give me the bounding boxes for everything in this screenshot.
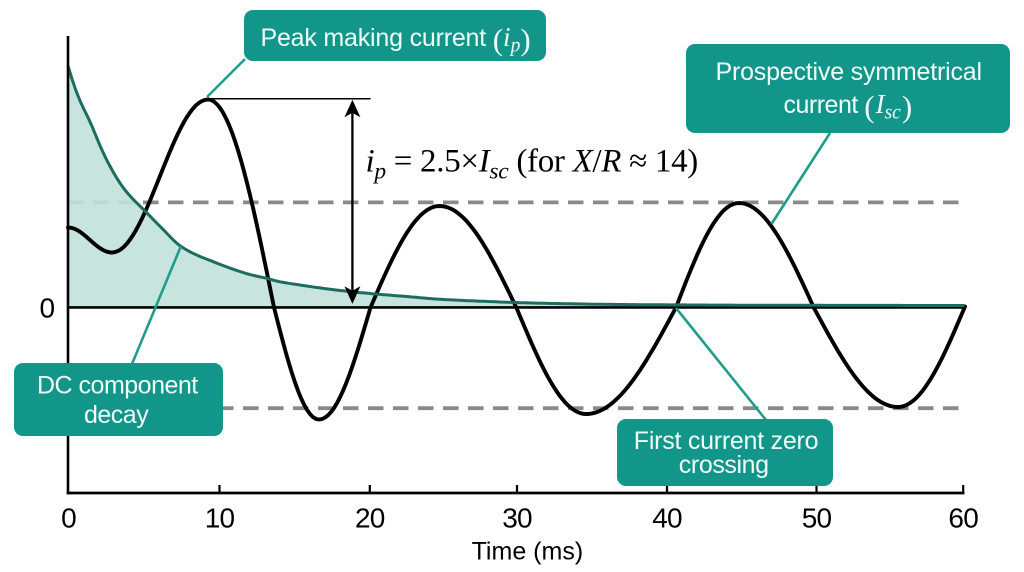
- svg-text:Time (ms): Time (ms): [472, 538, 584, 566]
- svg-text:Peak making current (ip): Peak making current (ip): [261, 22, 531, 57]
- svg-text:0: 0: [40, 293, 55, 324]
- svg-text:ip = 2.5×Isc (for X/R ≈ 14): ip = 2.5×Isc (for X/R ≈ 14): [366, 144, 698, 185]
- svg-text:40: 40: [652, 503, 682, 534]
- svg-text:First current zero: First current zero: [634, 427, 818, 455]
- svg-text:decay: decay: [84, 401, 149, 429]
- svg-text:10: 10: [205, 503, 235, 534]
- svg-text:50: 50: [802, 503, 832, 534]
- svg-text:0: 0: [61, 503, 76, 534]
- svg-text:30: 30: [502, 503, 532, 534]
- svg-text:60: 60: [948, 503, 978, 534]
- svg-text:20: 20: [355, 503, 385, 534]
- svg-text:crossing: crossing: [679, 451, 769, 479]
- svg-text:DC component: DC component: [37, 372, 198, 400]
- svg-text:Prospective symmetrical: Prospective symmetrical: [716, 58, 982, 86]
